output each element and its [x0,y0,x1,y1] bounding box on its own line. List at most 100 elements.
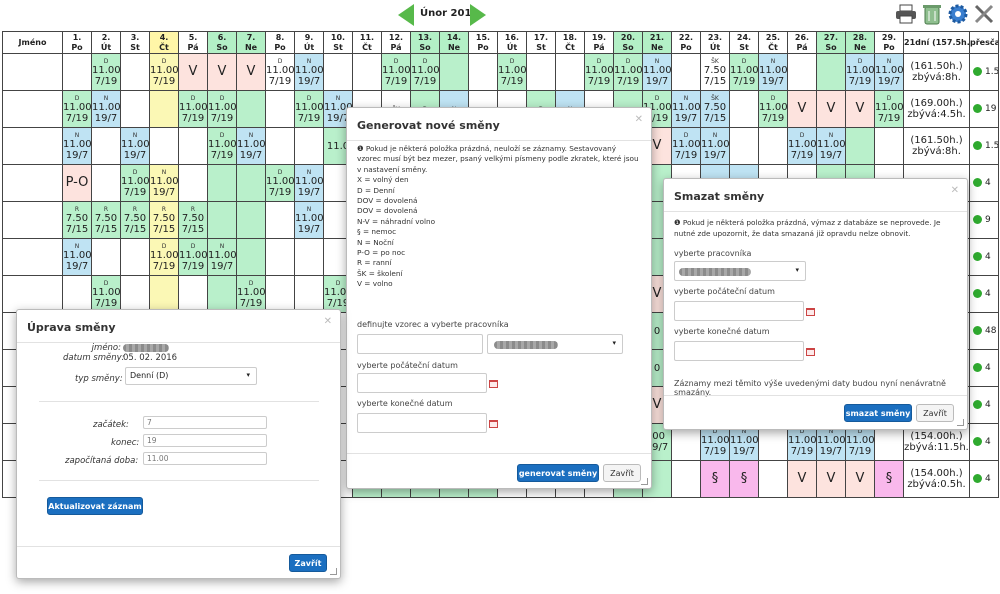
shift-cell[interactable]: P-O [62,164,92,202]
start-date-input[interactable] [674,301,804,321]
shift-cell[interactable] [758,460,788,498]
day-column-header[interactable]: 13. So [410,31,440,54]
shift-cell[interactable] [178,127,208,165]
shift-cell[interactable]: D 11.00 7/19 [265,53,295,91]
shift-cell[interactable]: § [874,460,904,498]
shift-cell[interactable]: D 11.00 7/19 [207,90,237,128]
shift-cell[interactable] [816,53,846,91]
pattern-input[interactable] [357,334,483,354]
shift-cell[interactable]: V [845,460,875,498]
shift-cell[interactable] [758,127,788,165]
close-button[interactable]: Zavřít [916,404,954,422]
shift-cell[interactable] [91,127,121,165]
shift-cell[interactable] [91,164,121,202]
shift-cell[interactable]: V [787,460,817,498]
shift-cell[interactable]: D 11.00 7/19 [91,53,121,91]
shift-cell[interactable]: N 11.00 19/7 [91,90,121,128]
shift-cell[interactable]: V [207,53,237,91]
shift-cell[interactable]: V [178,53,208,91]
shift-cell[interactable]: D 11.00 7/19 [265,164,295,202]
shift-cell[interactable] [671,53,701,91]
worker-name-cell[interactable] [2,90,63,128]
shift-cell[interactable]: N 11.00 19/7 [149,164,179,202]
day-column-header[interactable]: 29. Po [874,31,904,54]
shift-cell[interactable]: N 11.00 19/7 [874,53,904,91]
shift-cell[interactable] [555,53,585,91]
shift-cell[interactable]: D 11.00 7/19 [149,53,179,91]
day-column-header[interactable]: 3. St [120,31,150,54]
resize-handle[interactable] [957,419,964,426]
shift-cell[interactable] [265,238,295,276]
resize-handle[interactable] [330,568,337,575]
shift-cell[interactable]: D 11.00 7/19 [149,238,179,276]
shift-cell[interactable]: D 11.00 7/19 [758,90,788,128]
shift-cell[interactable] [294,275,324,313]
worker-name-cell[interactable] [2,53,63,91]
shift-cell[interactable] [178,275,208,313]
shift-cell[interactable] [729,127,759,165]
shift-cell[interactable]: ŠK 7.50 7/15 [700,53,730,91]
day-column-header[interactable]: 20. So [613,31,643,54]
day-column-header[interactable]: 9. Út [294,31,324,54]
shift-type-select[interactable]: Denní (D) ▾ [125,367,257,385]
shift-cell[interactable]: D 11.00 7/19 [671,127,701,165]
day-column-header[interactable]: 5. Pá [178,31,208,54]
tools-icon[interactable] [972,2,996,26]
shift-cell[interactable] [120,275,150,313]
day-column-header[interactable]: 18. Čt [555,31,585,54]
day-column-header[interactable]: 16. Út [497,31,527,54]
shift-cell[interactable]: D 11.00 7/19 [874,90,904,128]
shift-cell[interactable]: V [845,90,875,128]
shift-cell[interactable] [236,201,266,239]
shift-cell[interactable]: V [816,460,846,498]
shift-cell[interactable] [120,238,150,276]
close-icon[interactable]: ✕ [634,114,643,125]
day-column-header[interactable]: 27. So [816,31,846,54]
shift-cell[interactable] [265,201,295,239]
shift-cell[interactable] [207,201,237,239]
shift-cell[interactable]: D 11.00 7/19 [294,90,324,128]
day-column-header[interactable]: 25. Čt [758,31,788,54]
day-column-header[interactable]: 21. Ne [642,31,672,54]
day-column-header[interactable]: 17. St [526,31,556,54]
shift-cell[interactable]: D 11.00 7/19 [91,275,121,313]
shift-cell[interactable]: D 11.00 7/19 [381,53,411,91]
worker-name-cell[interactable] [2,127,63,165]
shift-cell[interactable]: D 11.00 7/19 [178,90,208,128]
worker-name-cell[interactable] [2,238,63,276]
shift-cell[interactable]: § [729,460,759,498]
shift-cell[interactable]: D 11.00 7/19 [787,127,817,165]
shift-cell[interactable]: D 11.00 7/19 [236,275,266,313]
shift-cell[interactable]: D 11.00 7/19 [62,90,92,128]
shift-cell[interactable] [468,53,498,91]
shift-cell[interactable]: N 11.00 19/7 [642,53,672,91]
calendar-icon[interactable] [489,380,498,388]
day-column-header[interactable]: 15. Po [468,31,498,54]
counted-time-input[interactable]: 11.00 [143,452,267,465]
shift-cell[interactable]: D 11.00 7/19 [845,53,875,91]
shift-cell[interactable] [845,127,875,165]
shift-cell[interactable]: N 11.00 19/7 [700,127,730,165]
day-column-header[interactable]: 11. Čt [352,31,382,54]
shift-cell[interactable]: N 11.00 19/7 [294,201,324,239]
day-column-header[interactable]: 14. Ne [439,31,469,54]
shift-cell[interactable] [265,275,295,313]
end-date-input[interactable] [357,413,487,433]
day-column-header[interactable]: 8. Po [265,31,295,54]
day-column-header[interactable]: 12. Pá [381,31,411,54]
shift-cell[interactable]: R 7.50 7/15 [62,201,92,239]
shift-cell[interactable]: R 7.50 7/15 [120,201,150,239]
shift-cell[interactable]: R 7.50 7/15 [149,201,179,239]
shift-cell[interactable] [352,53,382,91]
day-column-header[interactable]: 6. So [207,31,237,54]
day-column-header[interactable]: 1. Po [62,31,92,54]
shift-cell[interactable] [236,164,266,202]
shift-cell[interactable]: V [787,90,817,128]
previous-month-arrow-icon[interactable] [398,4,414,26]
day-column-header[interactable]: 2. Út [91,31,121,54]
day-column-header[interactable]: 22. Po [671,31,701,54]
update-record-button[interactable]: Aktualizovat záznam [47,497,143,515]
shift-cell[interactable] [149,127,179,165]
shift-cell[interactable]: D 11.00 7/19 [729,53,759,91]
shift-cell[interactable] [526,53,556,91]
